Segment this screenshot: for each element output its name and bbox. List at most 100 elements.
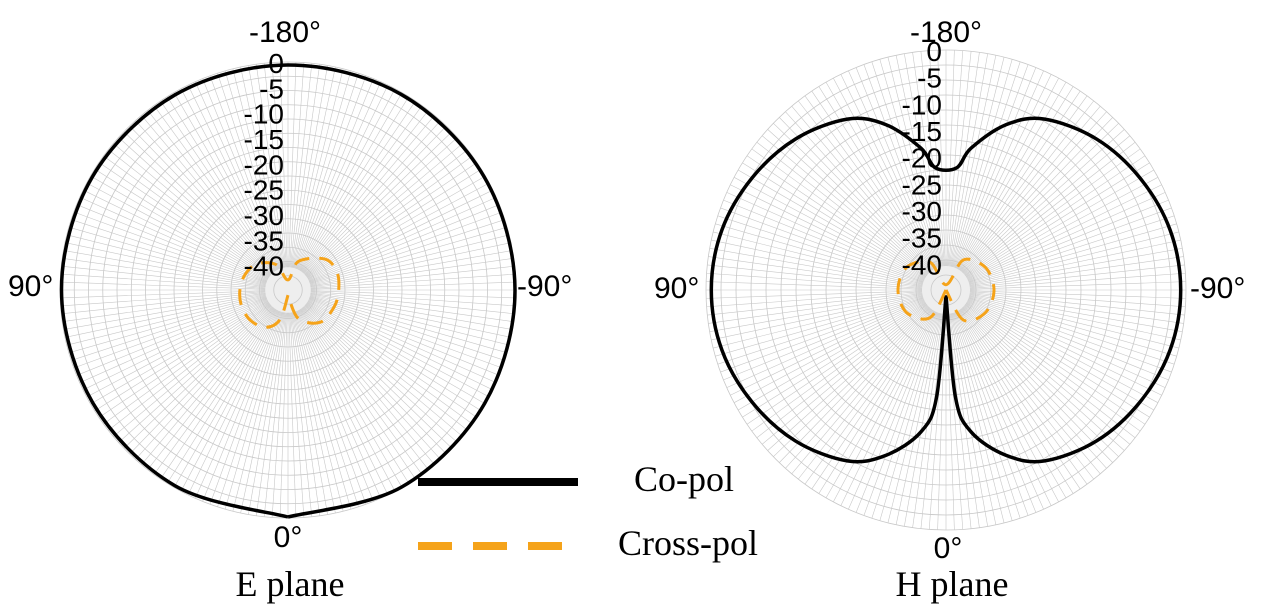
e-plane-radial-tick-label: -40 (244, 251, 284, 282)
e-plane-grid-spoke (290, 63, 313, 268)
e-plane-grid-spoke (194, 310, 280, 499)
legend: Co-pol Cross-pol (418, 459, 758, 563)
e-plane-grid-spoke (141, 307, 274, 465)
h-plane-grid-spoke (965, 148, 1141, 277)
e-plane-grid-spoke (68, 295, 267, 354)
h-plane-grid-spoke (968, 296, 1177, 357)
e-plane-grid-spoke (63, 250, 266, 287)
h-plane-angle-label-bottom: 0° (934, 532, 963, 565)
e-plane-grid-spoke (291, 65, 328, 268)
e-plane-grid-spoke (288, 62, 297, 268)
h-plane-grid-spoke (879, 59, 940, 268)
h-plane-grid-spoke (785, 307, 931, 469)
h-plane-grid-spoke (855, 312, 938, 513)
e-plane-grid-spoke (301, 105, 423, 272)
e-plane-grid-spoke (71, 296, 267, 361)
e-plane-grid-spoke (289, 312, 305, 518)
h-plane-grid-spoke (949, 313, 988, 527)
h-plane-grid-spoke (937, 313, 946, 530)
e-plane-grid-spoke (290, 312, 321, 516)
h-plane-grid-spoke (707, 292, 923, 316)
h-plane-grid-spoke (969, 272, 1186, 289)
e-plane-grid-spoke (310, 291, 516, 307)
e-plane-grid-spoke (232, 312, 283, 512)
h-plane-grid-spoke (950, 313, 997, 525)
e-plane-grid-spoke (310, 250, 513, 287)
h-plane-grid-spoke (967, 300, 1162, 396)
h-plane-grid-spoke (969, 293, 1183, 332)
h-plane-grid-spoke (761, 305, 928, 445)
e-plane-grid-spoke (300, 100, 416, 272)
e-plane-grid-spoke (299, 309, 410, 484)
e-plane-grid-spoke (294, 73, 359, 269)
e-plane-grid-spoke (309, 298, 500, 376)
h-plane-radial-tick-label: -25 (902, 169, 942, 200)
e-plane-grid-spoke (299, 309, 403, 488)
e-plane-grid-spoke (310, 257, 514, 288)
h-plane-grid-spoke (969, 281, 1186, 290)
e-plane-grid-spoke (298, 309, 396, 492)
e-plane-grid-spoke (62, 257, 266, 288)
h-plane-grid-spoke (904, 53, 943, 267)
e-plane-grid-spoke (66, 295, 266, 346)
e-plane-grid-spoke (141, 115, 274, 273)
h-plane-grid-spoke (733, 301, 925, 403)
e-plane-angle-label-top: -180° (249, 16, 321, 49)
h-plane-grid-spoke (968, 199, 1169, 282)
e-plane-grid-spoke (297, 84, 389, 270)
h-plane-grid-spoke (967, 184, 1162, 280)
h-plane-grid-spoke (968, 297, 1172, 373)
e-plane-grid-spoke (160, 100, 276, 272)
e-plane-grid-spoke (308, 299, 494, 391)
h-plane-grid-spoke (761, 135, 928, 275)
h-plane-grid-spoke (742, 162, 926, 278)
h-plane-grid-spoke (968, 223, 1177, 284)
e-plane-grid-spoke (255, 312, 286, 516)
e-plane-grid-spoke (129, 125, 273, 274)
e-plane-grid-spoke (290, 64, 321, 268)
h-plane-series (709, 116, 1183, 464)
h-plane-grid-spoke (960, 308, 1094, 480)
h-plane-grid-spoke (887, 313, 941, 523)
h-plane-grid-spoke (730, 300, 925, 396)
e-plane-grid-spoke (123, 305, 272, 449)
h-plane-grid-spoke (962, 117, 1113, 273)
h-plane-grid-spoke (863, 312, 939, 516)
h-plane-grid-spoke (717, 215, 924, 283)
e-plane-grid-spoke (103, 155, 270, 277)
e-plane-grid-spoke (292, 312, 336, 514)
e-plane-grid-spoke (271, 312, 287, 518)
e-plane-grid-spoke (309, 295, 508, 354)
h-plane-grid-spoke (756, 304, 928, 438)
e-plane-grid-spoke (300, 308, 416, 480)
e-plane-radial-tick-label: -30 (244, 200, 284, 231)
h-plane-grid-spoke (967, 299, 1166, 388)
e-plane-grid-spoke (306, 302, 478, 418)
e-plane-grid-spoke (302, 115, 435, 273)
h-plane-grid-spoke (791, 308, 931, 475)
h-plane-grid-spoke (960, 100, 1094, 272)
h-plane-grid-spoke (920, 313, 944, 529)
e-plane-grid-spoke (153, 105, 275, 272)
h-plane-grid-spoke (706, 291, 923, 308)
h-plane-grid-spoke (848, 70, 937, 269)
e-plane-grid-spoke (305, 149, 468, 277)
e-plane-grid-spoke (279, 312, 288, 518)
e-plane-grid-spoke (295, 75, 367, 269)
h-plane-radial-ticks: 0-5-10-15-20-25-30-35-40 (902, 36, 942, 280)
h-plane-grid-spoke (969, 231, 1179, 285)
e-plane-grid-spoke (153, 308, 275, 475)
e-plane-grid-spoke (309, 296, 505, 361)
h-plane-radial-tick-label: -15 (902, 116, 942, 147)
h-plane-radial-tick-label: 0 (926, 36, 942, 67)
e-plane-grid-spoke (290, 312, 313, 517)
e-plane-grid-spoke (180, 88, 278, 271)
e-plane-grid-spoke (298, 88, 396, 271)
h-plane-cross-pol-curve (896, 257, 996, 323)
e-plane-angle-label-left: 90° (8, 270, 53, 303)
h-plane-grid-spoke (730, 184, 925, 280)
h-plane-grid-spoke (963, 123, 1119, 274)
e-plane-grid-spoke (79, 298, 268, 384)
e-plane-grid-spoke (108, 149, 271, 277)
h-plane-grid-spoke (709, 293, 923, 332)
